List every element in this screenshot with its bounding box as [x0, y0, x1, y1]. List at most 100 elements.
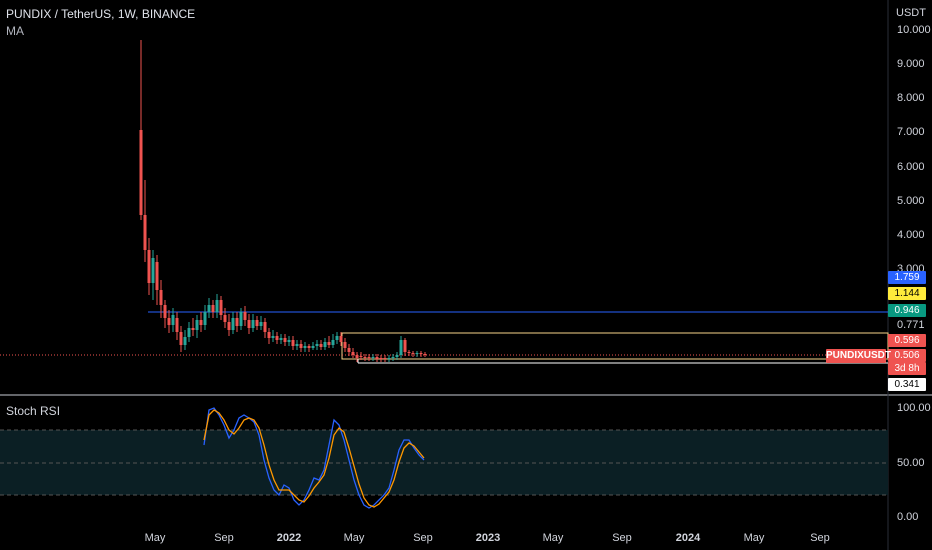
- candle-body: [139, 130, 143, 215]
- candle-body: [251, 320, 255, 328]
- candle-body: [147, 250, 151, 283]
- candle-body: [179, 332, 183, 345]
- candle-body: [203, 312, 207, 325]
- candle-body: [231, 318, 235, 330]
- candle-body: [151, 258, 155, 283]
- candle-body: [319, 344, 323, 347]
- candle-body: [291, 340, 295, 346]
- rsi-tick: 50.00: [897, 457, 925, 469]
- candle-body: [283, 338, 287, 342]
- price-tick: 5.000: [897, 195, 925, 207]
- time-tick: May: [144, 532, 166, 544]
- candle-body: [395, 355, 399, 357]
- candle-body: [207, 305, 211, 312]
- candle-body: [387, 358, 391, 359]
- price-tag-red: 0.596: [888, 334, 926, 347]
- candle-body: [315, 344, 319, 346]
- price-tick: 8.000: [897, 92, 925, 104]
- candle-body: [327, 342, 331, 345]
- candle-body: [307, 346, 311, 348]
- candle-body: [311, 346, 315, 348]
- candle-body: [407, 352, 411, 353]
- candle-body: [331, 340, 335, 345]
- time-tick: Sep: [413, 532, 433, 544]
- price-axis-unit: USDT: [896, 7, 926, 19]
- price-tick: 0.771: [897, 319, 925, 331]
- price-tick: 4.000: [897, 229, 925, 241]
- price-tick: 7.000: [897, 126, 925, 138]
- candle-body: [247, 320, 251, 328]
- candle-body: [411, 353, 415, 354]
- candle-body: [191, 328, 195, 330]
- ticker-tag: PUNDIXUSDT: [826, 349, 892, 363]
- price-tag-blue: 1.759: [888, 271, 926, 284]
- time-tick: Sep: [214, 532, 234, 544]
- rsi-tick: 0.00: [897, 511, 919, 523]
- candle-body: [263, 322, 267, 332]
- candle-body: [359, 356, 363, 357]
- candle-body: [347, 348, 351, 352]
- candle-body: [215, 300, 219, 312]
- candle-body: [371, 357, 375, 358]
- time-tick: Sep: [810, 532, 830, 544]
- candle-body: [243, 312, 247, 320]
- candle-body: [339, 336, 343, 342]
- price-tag-current: 0.506: [888, 349, 926, 362]
- candle-body: [343, 342, 347, 348]
- candle-body: [279, 338, 283, 340]
- price-tag-low: 0.341: [888, 378, 926, 391]
- indicator-label-ma[interactable]: MA: [6, 24, 24, 38]
- candle-body: [303, 346, 307, 348]
- candle-body: [175, 318, 179, 332]
- price-tick: 9.000: [897, 58, 925, 70]
- time-tick: May: [743, 532, 765, 544]
- candle-body: [299, 344, 303, 348]
- candle-body: [415, 353, 419, 354]
- stoch-k-line: [203, 407, 425, 509]
- candle-body: [239, 312, 243, 326]
- price-tick: 6.000: [897, 161, 925, 173]
- candle-body: [383, 358, 387, 359]
- candle-body: [275, 336, 279, 340]
- time-tick: 2023: [475, 532, 501, 544]
- candle-body: [295, 344, 299, 346]
- rsi-tick: 100.00: [897, 402, 931, 414]
- price-tick: 10.000: [897, 24, 931, 36]
- candle-body: [335, 336, 339, 340]
- candle-body: [195, 320, 199, 330]
- stoch-d-line: [203, 409, 425, 508]
- time-tick: Sep: [612, 532, 632, 544]
- candle-body: [267, 332, 271, 338]
- candle-body: [419, 353, 423, 354]
- candle-body: [403, 340, 407, 352]
- candle-body: [379, 358, 383, 359]
- candle-body: [271, 336, 275, 338]
- candle-body: [167, 318, 171, 325]
- candles: [139, 40, 427, 362]
- time-tick: 2024: [675, 532, 701, 544]
- time-tick: 2022: [276, 532, 302, 544]
- price-tag-green: 0.946: [888, 304, 926, 317]
- candle-body: [235, 318, 239, 326]
- candle-body: [287, 340, 291, 342]
- candle-body: [199, 320, 203, 325]
- candle-body: [423, 354, 427, 355]
- countdown-tag: 3d 8h: [888, 362, 926, 375]
- candle-body: [375, 357, 379, 359]
- candle-body: [255, 320, 259, 326]
- candle-body: [143, 215, 147, 250]
- candle-body: [391, 357, 395, 358]
- time-tick: May: [343, 532, 365, 544]
- candle-body: [351, 352, 355, 355]
- candle-body: [159, 290, 163, 305]
- candle-body: [183, 337, 187, 345]
- candle-body: [223, 315, 227, 322]
- candle-body: [155, 262, 159, 290]
- candle-body: [363, 357, 367, 358]
- chart-title: PUNDIX / TetherUS, 1W, BINANCE: [6, 7, 196, 21]
- candle-body: [163, 305, 167, 318]
- indicator-label-stoch-rsi[interactable]: Stoch RSI: [6, 404, 61, 418]
- candle-body: [211, 305, 215, 312]
- candle-body: [323, 342, 327, 347]
